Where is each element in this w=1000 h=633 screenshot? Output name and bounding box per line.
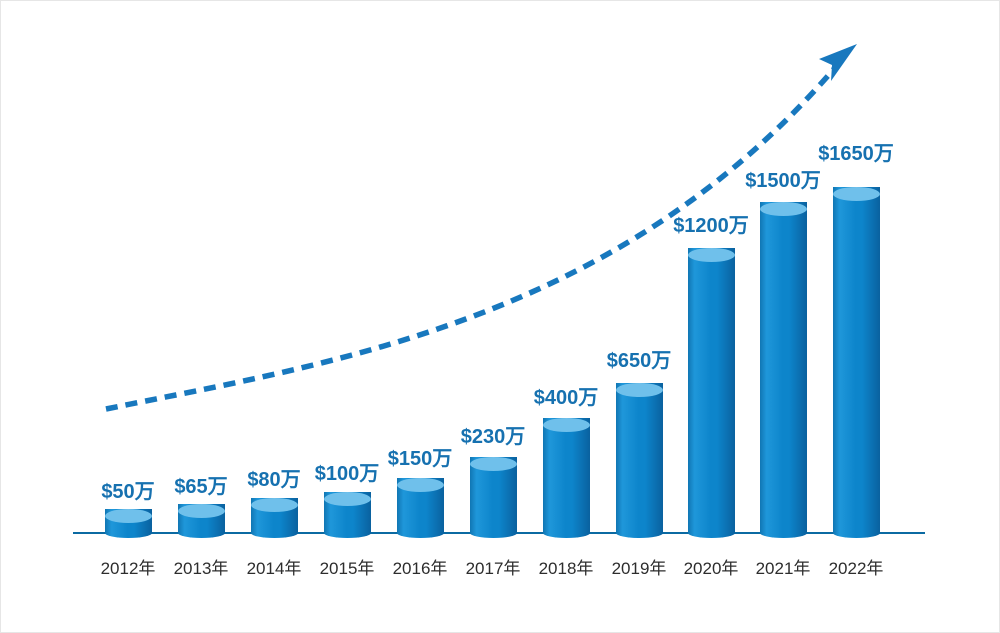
arrowhead-icon xyxy=(819,44,857,81)
year-label-2021: 2021年 xyxy=(755,559,811,578)
year-label-2022: 2022年 xyxy=(828,559,884,578)
value-label-2017: $230万 xyxy=(460,426,526,448)
value-label-2019: $650万 xyxy=(606,350,672,372)
year-label-2013: 2013年 xyxy=(173,559,229,578)
year-label-2018: 2018年 xyxy=(538,559,594,578)
bar-top-ellipse-2016 xyxy=(396,478,444,492)
bar-top-ellipse-2013 xyxy=(177,504,225,518)
bar-2021 xyxy=(759,202,807,538)
year-label-2017: 2017年 xyxy=(465,559,521,578)
bar-top-ellipse-2021 xyxy=(759,202,807,216)
bar-top-ellipse-2019 xyxy=(615,383,663,397)
value-label-2013: $65万 xyxy=(174,476,228,498)
bar-top-ellipse-2012 xyxy=(104,509,152,523)
year-label-2014: 2014年 xyxy=(246,559,302,578)
value-label-2020: $1200万 xyxy=(673,215,749,237)
bar-top-ellipse-2015 xyxy=(323,492,371,506)
year-label-2016: 2016年 xyxy=(392,559,448,578)
value-label-2021: $1500万 xyxy=(745,170,821,192)
bar-2020 xyxy=(687,248,735,538)
year-label-2012: 2012年 xyxy=(100,559,156,578)
trend-curve-dashed-line xyxy=(105,61,842,412)
bar-2019 xyxy=(615,383,663,538)
value-label-2018: $400万 xyxy=(533,387,599,409)
value-label-2016: $150万 xyxy=(387,448,453,470)
bar-2022 xyxy=(832,187,880,538)
year-label-2019: 2019年 xyxy=(611,559,667,578)
bar-top-ellipse-2020 xyxy=(687,248,735,262)
bar-2018 xyxy=(542,418,590,538)
bar-top-ellipse-2014 xyxy=(250,498,298,512)
year-label-2015: 2015年 xyxy=(319,559,375,578)
bar-top-ellipse-2017 xyxy=(469,457,517,471)
value-label-2022: $1650万 xyxy=(818,143,894,165)
bar-top-ellipse-2022 xyxy=(832,187,880,201)
value-label-2012: $50万 xyxy=(101,481,155,503)
value-label-2015: $100万 xyxy=(314,463,380,485)
value-label-2014: $80万 xyxy=(247,469,301,491)
bar-top-ellipse-2018 xyxy=(542,418,590,432)
year-label-2020: 2020年 xyxy=(683,559,739,578)
